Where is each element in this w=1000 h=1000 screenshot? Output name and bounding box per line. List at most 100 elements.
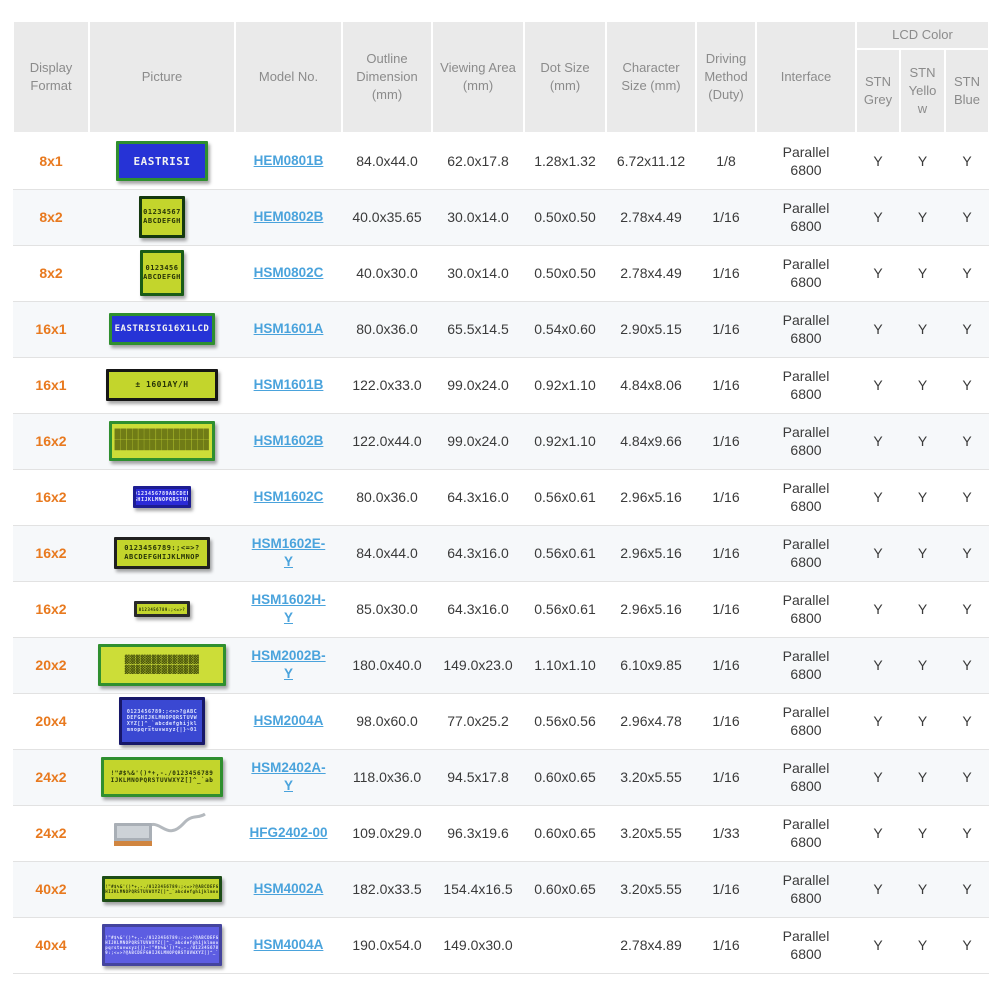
lcd-screen: ± 1601AY/H <box>109 372 215 399</box>
display-format-cell: 40x2 <box>13 861 89 918</box>
lcd-module-picture: 0123456789:;<=>? ABCDEFGHIJKLMNOP <box>114 537 210 570</box>
picture-cell: !"#$%&'()*+,-./0123456789 IJKLMNOPQRSTUVW… <box>89 749 235 806</box>
header-viewing-area: Viewing Area (mm) <box>431 19 525 135</box>
lcd-module-picture: 0123456 ABCDEFGH <box>140 250 184 297</box>
model-link[interactable]: HSM2002B-Y <box>251 647 326 682</box>
outline-dimension-cell: 84.0x44.0 <box>342 525 432 582</box>
driving-method-cell: 1/16 <box>696 469 756 526</box>
driving-method-cell: 1/16 <box>696 917 756 974</box>
model-link[interactable]: HEM0802B <box>253 209 324 225</box>
character-size-cell: 2.96x4.78 <box>606 693 696 750</box>
model-link[interactable]: HSM2004A <box>253 713 324 729</box>
interface-cell: Parallel 6800 <box>756 413 856 470</box>
lcd-spec-table: Display Format Picture Model No. Outline… <box>12 19 991 974</box>
model-link[interactable]: HSM1602H-Y <box>251 591 326 626</box>
interface-cell: Parallel 6800 <box>756 805 856 862</box>
dot-size-cell: 0.60x0.65 <box>524 861 606 918</box>
viewing-area-cell: 64.3x16.0 <box>432 525 524 582</box>
lcd-screen-text: XYZ[]^_`abcdefghijkl <box>126 721 198 728</box>
stn-blue-cell: Y <box>945 637 990 694</box>
stn-yellow-cell: Y <box>900 133 945 190</box>
model-cell: HSM1602E-Y <box>235 525 342 582</box>
stn-grey-cell: Y <box>856 133 900 190</box>
lcd-module-picture: ± 1601AY/H <box>106 369 218 402</box>
model-cell: HFG2402-00 <box>235 805 342 862</box>
picture-cell: ± 1601AY/H <box>89 357 235 414</box>
viewing-area-cell: 94.5x17.8 <box>432 749 524 806</box>
character-size-cell: 2.96x5.16 <box>606 469 696 526</box>
viewing-area-cell: 64.3x16.0 <box>432 469 524 526</box>
stn-grey-cell: Y <box>856 581 900 638</box>
display-format-cell: 40x4 <box>13 917 89 974</box>
table-row: 8x1 EASTRISI HEM0801B 84.0x44.0 62.0x17.8 1.2… <box>13 133 990 190</box>
stn-blue-cell: Y <box>945 749 990 806</box>
table-row: 16x1 EASTRISIG16X1LCD HSM1601A 80.0x36.0 65.… <box>13 301 990 358</box>
model-link[interactable]: HFG2402-00 <box>249 825 328 841</box>
model-link[interactable]: HSM1602E-Y <box>251 535 326 570</box>
stn-blue-cell: Y <box>945 861 990 918</box>
stn-blue-cell: Y <box>945 245 990 302</box>
character-size-cell: 2.96x5.16 <box>606 581 696 638</box>
stn-blue-cell: Y <box>945 189 990 246</box>
outline-dimension-cell: 80.0x36.0 <box>342 469 432 526</box>
lcd-module-picture: ▓▓▓▓▓▓▓▓▓▓▓▓▓▓ ▓▓▓▓▓▓▓▓▓▓▓▓▓▓ <box>98 644 226 687</box>
model-cell: HSM0802C <box>235 245 342 302</box>
stn-yellow-cell: Y <box>900 693 945 750</box>
lcd-screen-text: 9:;<=>?@ABCDEFGHIJKLMNOPQRSTUVWXYZ[]^_` <box>105 950 219 956</box>
lcd-screen-text: !"#$%&'()*+,-./0123456789:;<=>?@ABCDEFG <box>105 935 219 941</box>
stn-yellow-cell: Y <box>900 189 945 246</box>
dot-size-cell <box>524 917 606 974</box>
interface-cell: Parallel 6800 <box>756 133 856 190</box>
lcd-screen: 0123456789:;<=>? ABCDEFGHIJKLMNOP <box>117 540 207 567</box>
driving-method-cell: 1/16 <box>696 189 756 246</box>
model-link[interactable]: HSM4002A <box>253 881 324 897</box>
interface-label: Parallel 6800 <box>782 592 830 627</box>
model-link[interactable]: HEM0801B <box>253 153 324 169</box>
interface-label: Parallel 6800 <box>782 760 830 795</box>
display-format-cell: 16x2 <box>13 525 89 582</box>
picture-cell: EASTRISIG16X1LCD <box>89 301 235 358</box>
model-link[interactable]: HSM1602B <box>253 433 324 449</box>
model-link[interactable]: HSM2402A-Y <box>251 759 326 794</box>
stn-blue-cell: Y <box>945 301 990 358</box>
table-row: 16x2 0123456789:;<=>? ABCDEFGHIJKLMNOP HSM1… <box>13 525 990 582</box>
header-driving-method: Driving Method (Duty) <box>695 19 757 135</box>
table-row: 20x2 ▓▓▓▓▓▓▓▓▓▓▓▓▓▓ ▓▓▓▓▓▓▓▓▓▓▓▓▓▓ HSM2002B… <box>13 637 990 694</box>
stn-grey-cell: Y <box>856 749 900 806</box>
outline-dimension-cell: 122.0x44.0 <box>342 413 432 470</box>
model-link[interactable]: HSM1602C <box>253 489 324 505</box>
stn-blue-cell: Y <box>945 469 990 526</box>
outline-dimension-cell: 122.0x33.0 <box>342 357 432 414</box>
header-outline-dimension: Outline Dimension (mm) <box>341 19 433 135</box>
stn-yellow-cell: Y <box>900 861 945 918</box>
stn-grey-cell: Y <box>856 693 900 750</box>
lcd-screen-text: 0123456789ABCDEF <box>136 490 188 497</box>
interface-cell: Parallel 6800 <box>756 749 856 806</box>
model-link[interactable]: HSM0802C <box>253 265 324 281</box>
viewing-area-cell: 96.3x19.6 <box>432 805 524 862</box>
display-format-cell: 16x2 <box>13 413 89 470</box>
outline-dimension-cell: 80.0x36.0 <box>342 301 432 358</box>
picture-cell: 0123456 ABCDEFGH <box>89 245 235 302</box>
lcd-screen-text: 0123456789:;<=>?@ABC <box>126 708 198 715</box>
stn-grey-cell: Y <box>856 413 900 470</box>
lcd-module-picture: ████████████████ ████████████████ <box>109 421 215 462</box>
model-link[interactable]: HSM1601A <box>253 321 324 337</box>
driving-method-cell: 1/16 <box>696 581 756 638</box>
header-interface: Interface <box>755 19 857 135</box>
model-cell: HSM4004A <box>235 917 342 974</box>
header-stn-blue: STN Blue <box>943 48 991 135</box>
stn-grey-cell: Y <box>856 861 900 918</box>
stn-grey-cell: Y <box>856 189 900 246</box>
interface-cell: Parallel 6800 <box>756 189 856 246</box>
interface-label: Parallel 6800 <box>782 648 830 683</box>
interface-label: Parallel 6800 <box>782 200 830 235</box>
interface-label: Parallel 6800 <box>782 816 830 851</box>
model-link[interactable]: HSM4004A <box>253 937 324 953</box>
header-picture: Picture <box>88 19 236 135</box>
picture-cell: 0123456789:;<=>? <box>89 581 235 638</box>
lcd-screen-text: 0123456789:;<=>? <box>124 544 200 553</box>
lcd-screen-text: HIJKLMNOPQRSTUVWXYZ[]^_`abcdefghijklmno <box>105 940 219 946</box>
model-link[interactable]: HSM1601B <box>253 377 324 393</box>
stn-yellow-cell: Y <box>900 413 945 470</box>
